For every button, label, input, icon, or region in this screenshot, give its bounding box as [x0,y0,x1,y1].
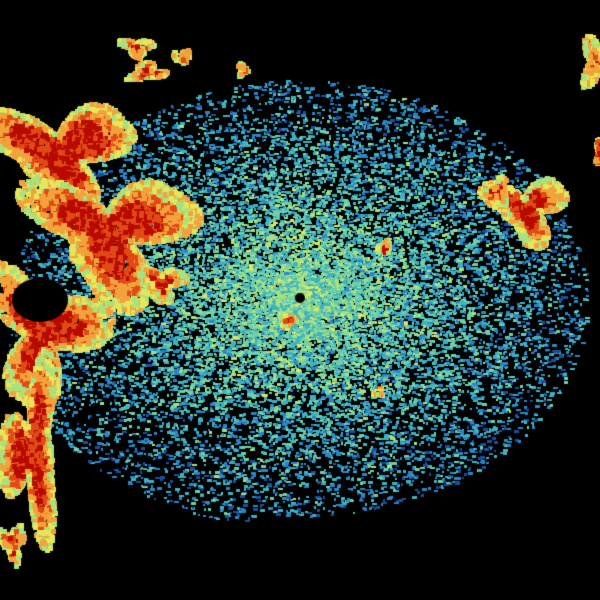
radar-reflectivity-image [0,0,600,600]
